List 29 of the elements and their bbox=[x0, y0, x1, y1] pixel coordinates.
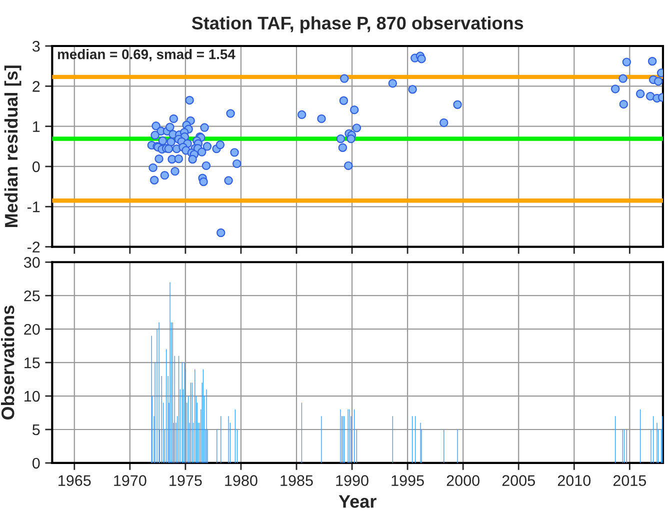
y-tick-label: 0 bbox=[32, 458, 40, 469]
y-tick-label: 30 bbox=[24, 257, 40, 268]
x-tick-label: 1990 bbox=[336, 475, 368, 486]
y-tick-label: 1 bbox=[33, 121, 40, 132]
y-tick-label: 10 bbox=[24, 390, 40, 402]
y-tick-label: 0 bbox=[32, 161, 40, 172]
y-axis-title: Median residual [s] bbox=[4, 66, 22, 227]
x-tick-label: 1975 bbox=[170, 475, 202, 486]
y-tick-label: 3 bbox=[32, 40, 40, 52]
y-tick-label: -1 bbox=[27, 202, 40, 212]
y-tick-label: -2 bbox=[27, 242, 40, 252]
x-axis-title: Year bbox=[338, 495, 376, 508]
annotation: median = 0.69, smad = 1.54 bbox=[58, 49, 236, 62]
y-tick-label: 20 bbox=[24, 324, 40, 335]
x-tick-label: 2000 bbox=[446, 475, 480, 486]
x-tick-label: 2005 bbox=[502, 475, 535, 486]
y-tick-label: 5 bbox=[32, 424, 40, 436]
y-tick-label: 25 bbox=[24, 290, 40, 302]
y-tick-label: 15 bbox=[24, 358, 40, 368]
y-axis-title: Observations bbox=[1, 306, 14, 420]
x-tick-label: 2010 bbox=[558, 475, 591, 486]
x-tick-label: 1980 bbox=[225, 475, 258, 486]
x-tick-label: 1965 bbox=[58, 475, 91, 486]
x-tick-label: 2015 bbox=[613, 475, 646, 486]
y-tick-label: 2 bbox=[32, 81, 40, 92]
x-tick-label: 1970 bbox=[114, 475, 146, 486]
x-tick-label: 1985 bbox=[280, 475, 313, 486]
x-tick-label: 1995 bbox=[392, 475, 424, 486]
chart-title: Station TAF, phase P, 870 observations bbox=[192, 16, 524, 34]
